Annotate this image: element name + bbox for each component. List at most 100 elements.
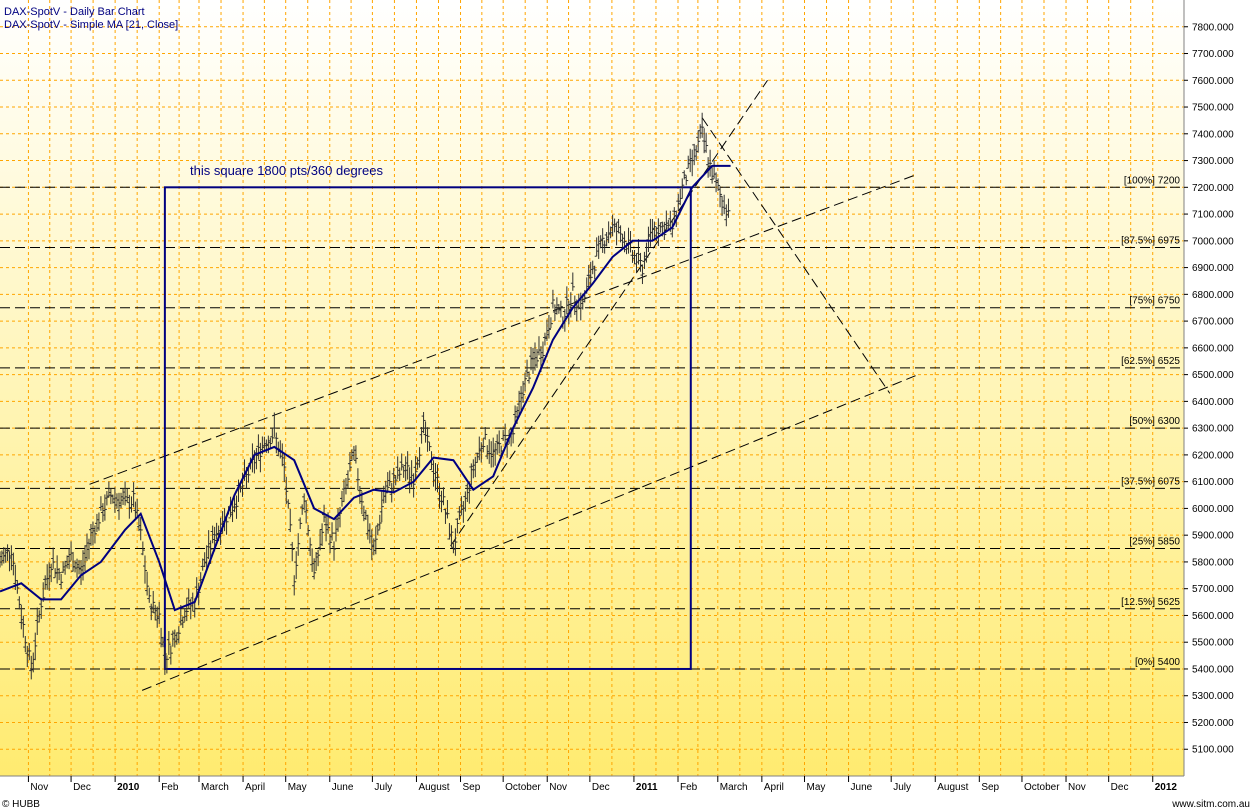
y-tick-label: 7000.000 [1192, 236, 1234, 247]
y-tick-label: 5100.000 [1192, 745, 1234, 756]
x-tick-label: August [937, 782, 968, 793]
y-tick-label: 5600.000 [1192, 611, 1234, 622]
price-bar [59, 574, 64, 590]
price-bar [497, 430, 502, 454]
trendline [141, 374, 919, 691]
price-bar [644, 242, 649, 263]
price-bar [258, 442, 263, 473]
axis-background [1184, 0, 1254, 812]
price-bar [282, 453, 287, 482]
y-tick-label: 6800.000 [1192, 290, 1234, 301]
price-bar [540, 341, 545, 364]
trendlines [89, 79, 919, 691]
price-bar [296, 533, 301, 556]
price-bar [355, 468, 360, 491]
price-bar [284, 476, 289, 505]
price-bar [57, 568, 62, 581]
x-tick-label: Nov [549, 782, 567, 793]
price-bar [640, 264, 645, 285]
y-tick-label: 7500.000 [1192, 103, 1234, 114]
x-tick-label: Nov [1068, 782, 1086, 793]
y-axis: 5100.000 5200.000 5300.000 5400.000 5500.000… [1184, 22, 1234, 756]
x-axis: Nov Dec 2010 Feb March April May June July August… [27, 776, 1177, 793]
level-label: [75%] 6750 [1129, 296, 1180, 307]
chart-title: DAX-SpotV - Daily Bar Chart [4, 6, 145, 18]
price-bar [421, 412, 426, 434]
y-tick-label: 6500.000 [1192, 370, 1234, 381]
price-bar [546, 314, 551, 339]
y-tick-label: 5500.000 [1192, 638, 1234, 649]
price-bar [96, 512, 101, 531]
x-tick-label: August [418, 782, 449, 793]
x-tick-label: July [374, 782, 392, 793]
price-bar [726, 198, 731, 218]
price-bar [455, 518, 460, 534]
x-tick-label: Sep [463, 782, 481, 793]
price-bar [33, 632, 38, 661]
price-bar [385, 472, 390, 493]
price-bar [353, 445, 358, 464]
price-bar [270, 427, 275, 443]
trendline [89, 173, 919, 485]
price-bar [39, 597, 44, 619]
price-bar [684, 175, 689, 186]
x-tick-label: May [806, 782, 825, 793]
price-bar [379, 491, 384, 523]
price-bar [481, 438, 486, 453]
price-bar [449, 525, 454, 548]
y-tick-label: 5800.000 [1192, 557, 1234, 568]
x-tick-label: October [505, 782, 541, 793]
y-tick-label: 5700.000 [1192, 584, 1234, 595]
chart-subtitle: DAX-SpotV - Simple MA [21, Close] [4, 19, 178, 31]
price-bar [184, 597, 189, 622]
level-label: [25%] 5850 [1129, 537, 1180, 548]
price-bar [564, 286, 569, 315]
square-box [163, 186, 692, 670]
price-bars [0, 112, 731, 680]
x-tick-label: 2010 [117, 782, 140, 793]
y-tick-label: 5300.000 [1192, 691, 1234, 702]
x-tick-label: October [1024, 782, 1060, 793]
footer-right: www.sitm.com.au [1171, 799, 1250, 810]
price-bar [180, 616, 185, 628]
price-bar [304, 499, 309, 524]
price-bar [441, 487, 446, 506]
price-bar [5, 544, 10, 562]
price-bar [288, 508, 293, 533]
price-bar [286, 499, 291, 509]
price-bar [67, 548, 72, 570]
x-tick-label: July [893, 782, 911, 793]
price-bar [453, 528, 458, 556]
price-bar [700, 112, 705, 138]
x-tick-label: Sep [981, 782, 999, 793]
price-bar [234, 495, 239, 519]
price-bar [274, 432, 279, 454]
y-tick-label: 6200.000 [1192, 450, 1234, 461]
price-bar [417, 447, 422, 468]
x-tick-label: April [764, 782, 784, 793]
price-bar [138, 516, 143, 541]
price-bar [445, 500, 450, 519]
price-bar [680, 178, 685, 199]
x-tick-label: Dec [592, 782, 610, 793]
fib-levels: [100%] 7200 [87.5%] 6975 [75%] 6750 [62.5%]… [0, 175, 1184, 670]
price-bar [102, 494, 107, 521]
price-bar [405, 451, 410, 480]
price-bar [427, 441, 432, 451]
price-bar [316, 549, 321, 567]
price-bar [131, 482, 136, 508]
price-bar [176, 626, 181, 644]
y-tick-label: 7200.000 [1192, 183, 1234, 194]
footer-left: © HUBB [2, 799, 40, 810]
y-tick-label: 5400.000 [1192, 664, 1234, 675]
price-bar [397, 467, 402, 482]
x-tick-label: June [332, 782, 354, 793]
y-tick-label: 7600.000 [1192, 76, 1234, 87]
price-bar [294, 551, 299, 580]
y-tick-label: 6900.000 [1192, 263, 1234, 274]
y-tick-label: 7300.000 [1192, 156, 1234, 167]
price-bar [550, 289, 555, 309]
grid [0, 0, 1184, 776]
ma-line [0, 164, 731, 612]
y-tick-label: 6100.000 [1192, 477, 1234, 488]
